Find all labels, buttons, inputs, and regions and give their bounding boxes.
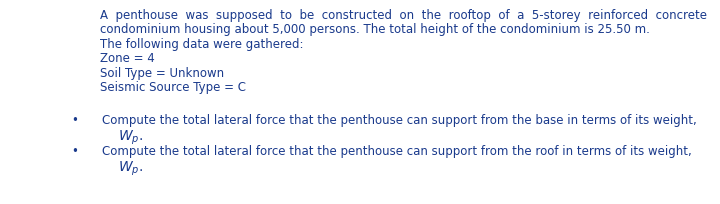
Text: Soil Type = Unknown: Soil Type = Unknown xyxy=(100,67,224,80)
Text: Seismic Source Type = C: Seismic Source Type = C xyxy=(100,81,246,94)
Text: $\mathit{W}_{p}$.: $\mathit{W}_{p}$. xyxy=(118,128,143,146)
Text: condominium housing about 5,000 persons. The total height of the condominium is : condominium housing about 5,000 persons.… xyxy=(100,23,650,36)
Text: Zone = 4: Zone = 4 xyxy=(100,52,155,65)
Text: •: • xyxy=(71,144,78,157)
Text: $\mathit{W}_{p}$.: $\mathit{W}_{p}$. xyxy=(118,159,143,177)
Text: A  penthouse  was  supposed  to  be  constructed  on  the  rooftop  of  a  5-sto: A penthouse was supposed to be construct… xyxy=(100,9,707,22)
Text: •: • xyxy=(71,113,78,126)
Text: Compute the total lateral force that the penthouse can support from the roof in : Compute the total lateral force that the… xyxy=(102,144,692,157)
Text: The following data were gathered:: The following data were gathered: xyxy=(100,38,304,51)
Text: Compute the total lateral force that the penthouse can support from the base in : Compute the total lateral force that the… xyxy=(102,113,697,126)
